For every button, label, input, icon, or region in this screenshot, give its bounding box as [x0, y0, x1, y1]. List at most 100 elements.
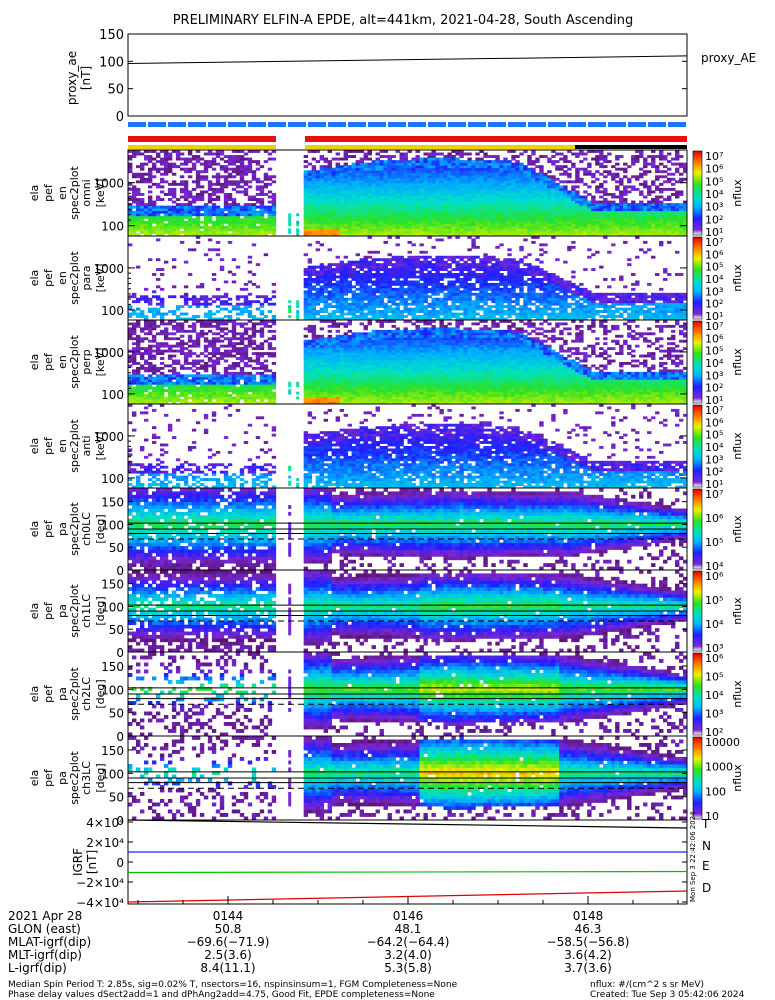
spec-cell [635, 150, 640, 153]
spec-cell [475, 302, 480, 306]
spec-cell [399, 155, 404, 158]
spec-cell [139, 210, 145, 214]
spec-cell [327, 215, 333, 219]
spec-cell [363, 195, 368, 199]
spec-cell [167, 190, 173, 194]
spec-cell [375, 195, 380, 199]
spec-cell [307, 295, 313, 299]
spec-cell [615, 220, 620, 224]
spec-cell [147, 150, 153, 153]
spec-cell [319, 280, 325, 284]
spec-cell [667, 230, 672, 234]
spec-cell [323, 310, 329, 313]
spec-cell [195, 228, 201, 232]
spec-cell [391, 200, 396, 204]
spec-cell [223, 167, 229, 171]
spec-cell [455, 160, 460, 164]
spec-cell [471, 263, 476, 267]
spec-cell [591, 228, 596, 232]
spec-cell [679, 223, 684, 227]
spec-cell [439, 180, 444, 184]
spec-cell [507, 165, 512, 169]
spec-cell [659, 195, 664, 199]
spec-cell [403, 170, 408, 174]
spec-cell [399, 175, 404, 179]
spec-cell [319, 198, 325, 201]
spec-cell [515, 282, 520, 286]
spec-cell [639, 172, 644, 176]
spec-cell [527, 198, 532, 201]
spec-cell [467, 220, 472, 224]
spec-cell [487, 170, 492, 174]
spec-cell [431, 315, 436, 318]
spec-cell [431, 263, 436, 267]
spec-cell [195, 160, 201, 164]
spec-cell [147, 205, 153, 209]
spec-cell [631, 205, 636, 209]
spec-cell [203, 190, 209, 194]
spec-cell [411, 243, 416, 247]
spec-cell [623, 203, 628, 207]
spec-cell [631, 155, 636, 158]
spec-cell [467, 205, 472, 209]
spec-cell [211, 198, 217, 201]
spec-cell [179, 218, 185, 222]
spec-cell [571, 208, 576, 212]
spec-cell [151, 225, 157, 229]
spec-cell [439, 258, 444, 262]
spec-cell [655, 210, 660, 214]
spec-cell [543, 203, 548, 207]
spec-cell [415, 258, 420, 262]
spec-cell [491, 263, 496, 267]
spec-cell [323, 315, 329, 318]
spec-cell [495, 312, 500, 316]
spec-cell [255, 300, 261, 304]
spec-cell [527, 172, 532, 176]
spec-cell [207, 213, 213, 217]
spec-cell [339, 210, 345, 214]
spec-cell [507, 263, 512, 267]
spec-cell [359, 220, 364, 224]
spec-cell [447, 200, 452, 204]
spec-cell [431, 282, 436, 286]
spec-cell [363, 312, 368, 316]
spec-cell [303, 165, 309, 169]
spec-cell [327, 200, 333, 204]
spec-cell [463, 278, 468, 281]
spec-cell [183, 220, 189, 224]
spec-cell [471, 203, 476, 207]
spec-cell [523, 190, 528, 194]
spec-cell [227, 315, 233, 318]
spec-cell [471, 190, 476, 194]
spec-cell [343, 162, 349, 166]
spec-cell [435, 177, 440, 181]
spec-cell [507, 268, 512, 271]
spec-cell [351, 285, 356, 289]
spec-cell [343, 152, 349, 156]
spec-cell [288, 315, 292, 318]
spec-cell [523, 198, 528, 201]
spec-cell [451, 297, 456, 301]
spec-cell [395, 225, 400, 229]
spec-cell [211, 248, 217, 252]
spec-cell [631, 233, 636, 237]
spec-cell [623, 190, 628, 194]
spec-cell [387, 157, 392, 161]
spec-cell [403, 302, 408, 306]
spec-cell [415, 230, 420, 234]
spec-cell [307, 182, 313, 186]
spec-cell [455, 297, 460, 301]
spec-cell [187, 160, 193, 164]
spec-cell [487, 167, 492, 171]
spec-cell [407, 187, 412, 191]
spec-cell [459, 282, 464, 286]
spec-cell [443, 210, 448, 214]
spec-cell [495, 218, 500, 222]
spec-cell [227, 193, 233, 196]
spec-cell [215, 182, 221, 186]
spec-cell [519, 200, 524, 204]
spec-cell [179, 213, 185, 217]
spec-cell [459, 198, 464, 201]
spec-cell [423, 213, 428, 217]
spec-cell [351, 297, 356, 301]
